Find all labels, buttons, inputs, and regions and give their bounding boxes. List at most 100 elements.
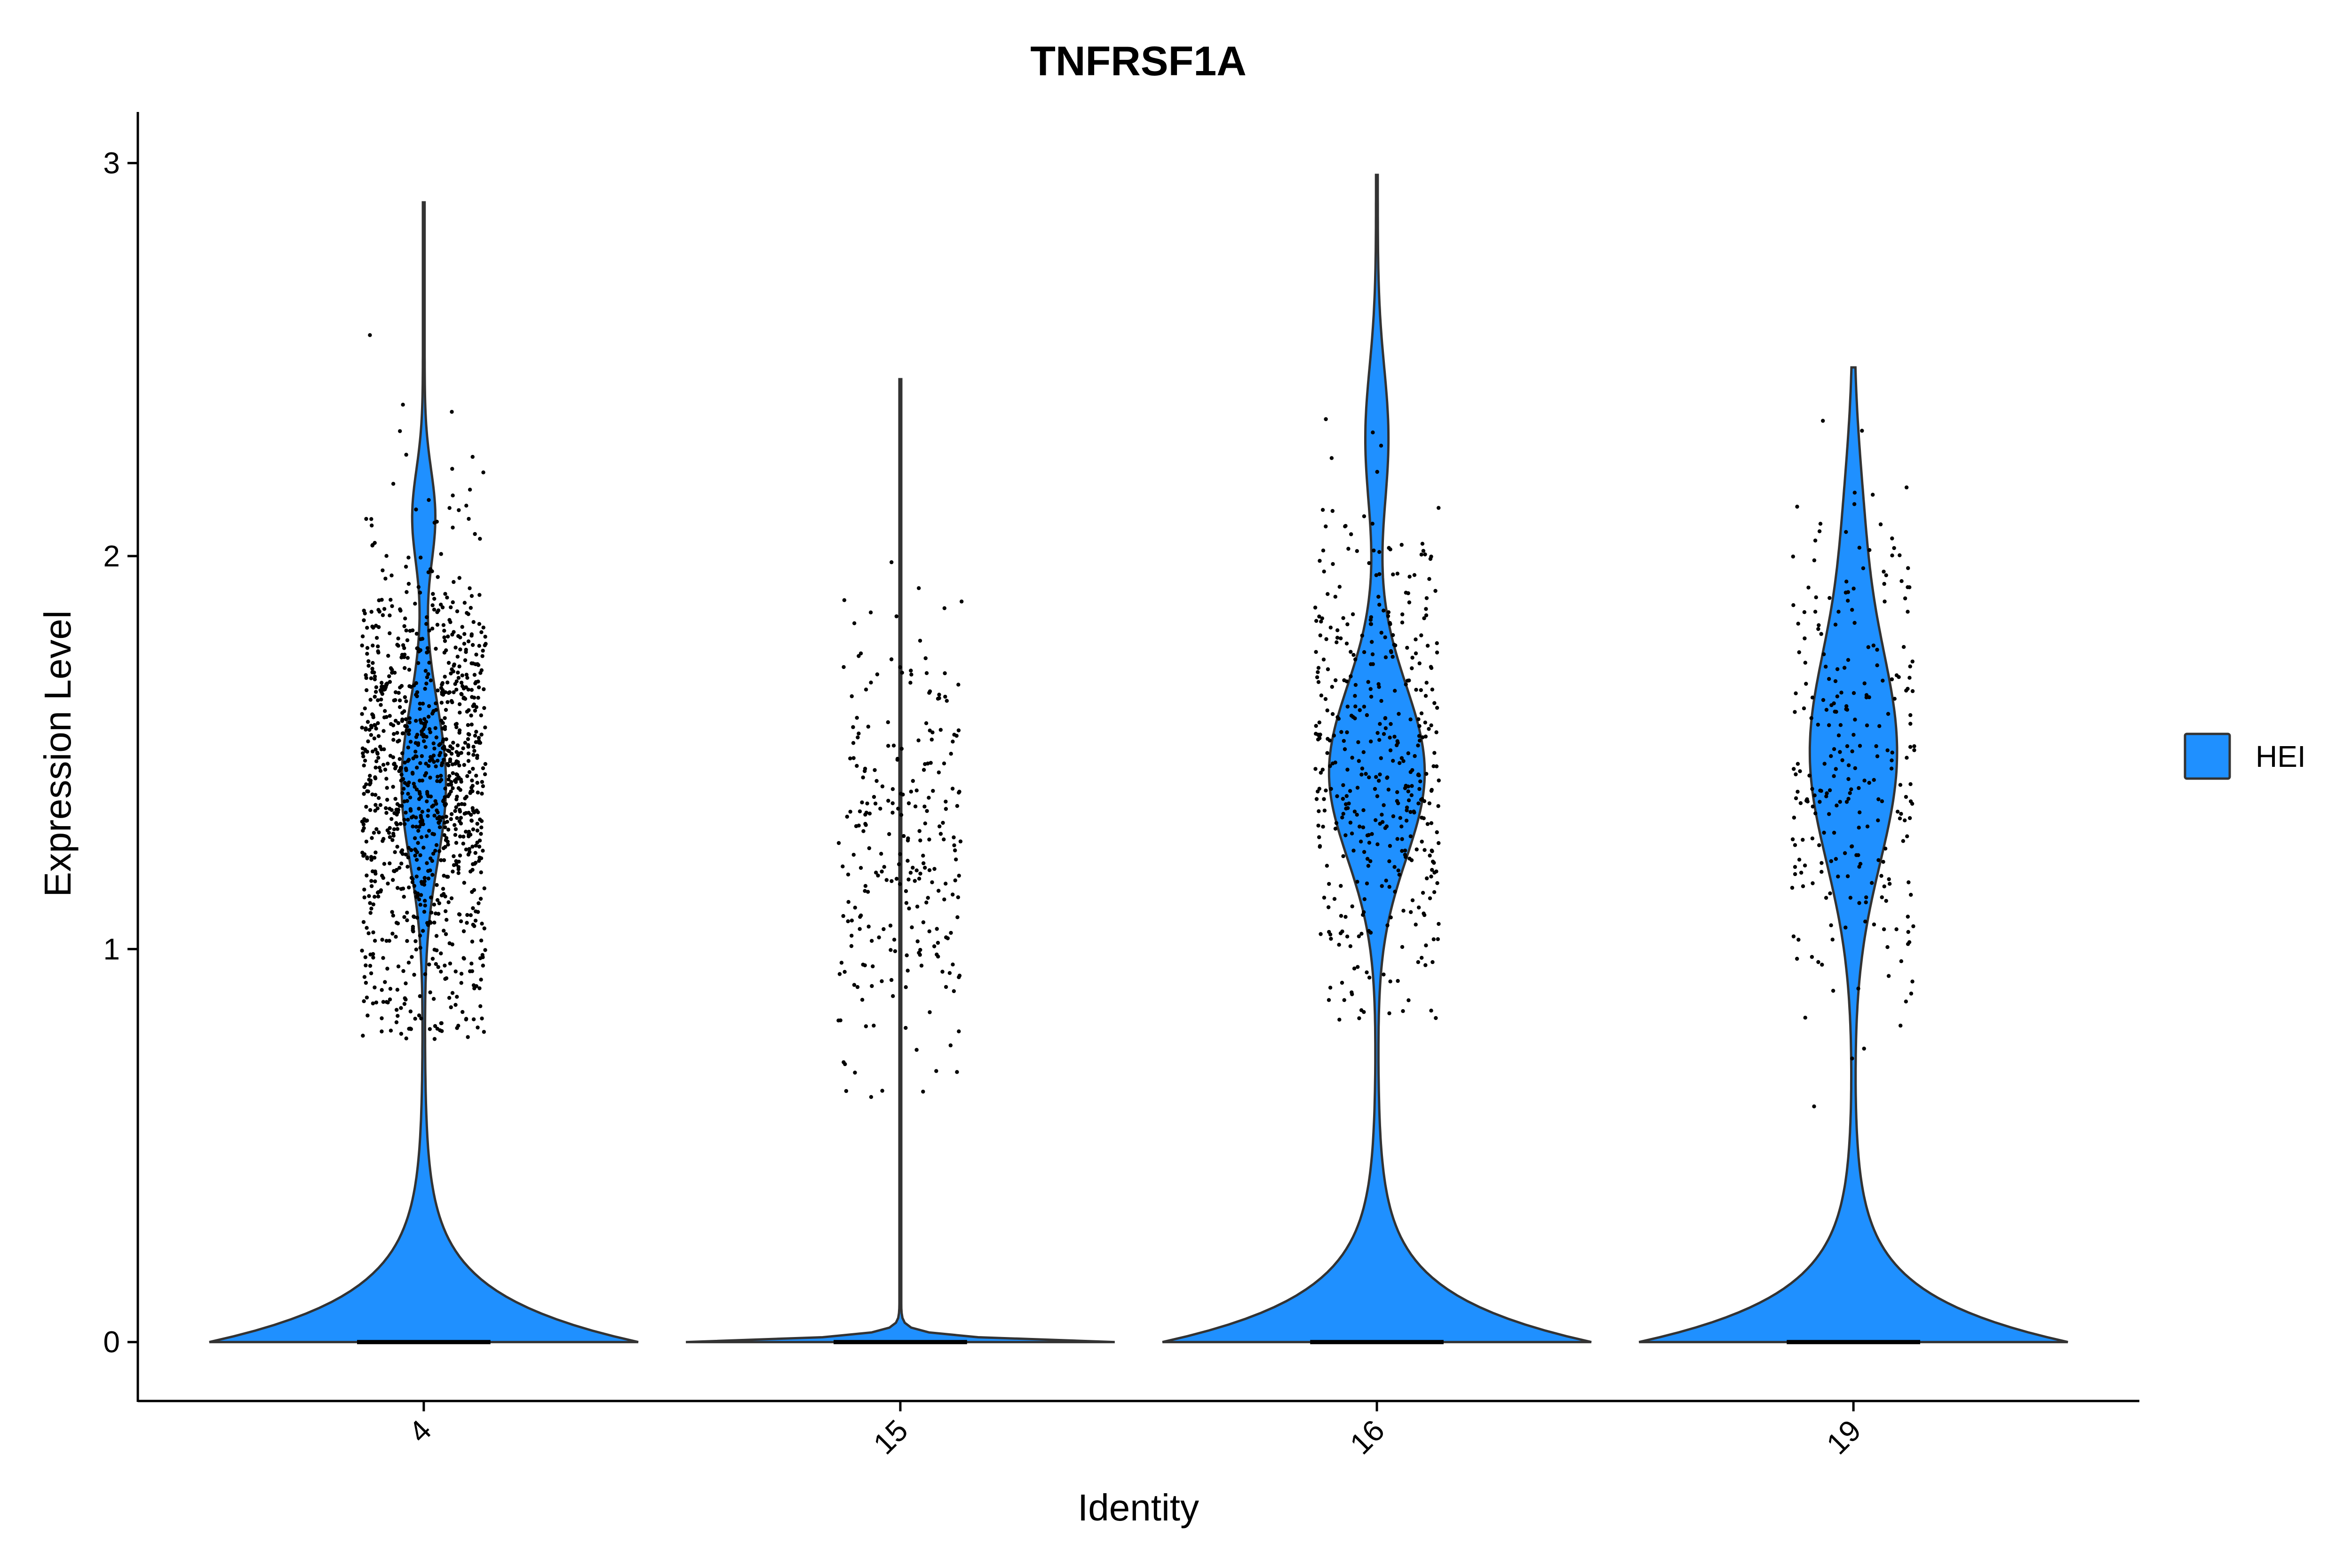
point-15 [858,866,863,870]
point-4 [375,751,380,756]
point-19 [1853,717,1857,722]
point-15 [921,853,925,858]
point-16 [1341,783,1345,788]
point-4 [392,698,396,703]
point-4 [459,919,463,923]
point-19 [1844,800,1849,804]
point-16 [1416,772,1421,777]
point-16 [1371,662,1375,666]
point-4 [484,642,488,646]
point-16 [1406,789,1410,794]
point-15 [955,1070,959,1074]
point-4 [404,811,408,815]
point-15 [882,865,886,869]
point-16 [1406,751,1410,756]
point-16 [1324,637,1328,641]
point-15 [851,852,856,857]
point-16 [1410,898,1415,902]
point-16 [1395,790,1399,795]
point-4 [466,745,470,749]
point-15 [857,654,861,658]
point-16 [1429,1009,1433,1013]
point-4 [362,975,367,979]
point-16 [1417,739,1422,743]
point-4 [473,733,477,738]
point-4 [434,843,439,847]
point-19 [1866,645,1870,649]
point-16 [1378,772,1382,777]
point-4 [425,799,429,804]
point-19 [1906,930,1910,934]
point-15 [873,768,877,772]
point-16 [1348,789,1352,793]
point-4 [466,852,470,857]
point-4 [360,643,364,648]
point-16 [1395,837,1399,841]
point-4 [459,971,464,976]
point-4 [476,790,480,795]
point-15 [936,940,940,945]
point-4 [412,915,416,919]
point-4 [443,845,447,849]
point-4 [369,907,373,911]
point-15 [858,651,863,656]
point-16 [1428,853,1432,858]
point-19 [1796,789,1800,794]
point-4 [399,861,404,866]
point-19 [1890,750,1894,755]
point-4 [444,737,448,741]
x-tick-label-15: 15 [867,1413,914,1461]
point-4 [373,723,377,727]
point-16 [1391,633,1395,637]
point-4 [432,760,436,764]
point-15 [859,913,863,918]
point-16 [1391,814,1396,819]
point-4 [365,652,369,656]
point-16 [1349,650,1353,654]
point-19 [1871,493,1875,497]
point-16 [1360,766,1365,771]
point-15 [919,963,924,968]
point-4 [369,884,374,888]
point-4 [471,983,476,987]
point-4 [439,718,444,723]
point-16 [1419,797,1423,802]
point-16 [1353,657,1358,661]
point-4 [397,705,402,709]
point-16 [1424,613,1429,618]
point-19 [1898,553,1902,557]
point-4 [483,772,487,777]
point-4 [466,737,470,741]
point-16 [1400,621,1405,625]
point-19 [1886,712,1891,716]
point-4 [480,1016,484,1021]
point-16 [1365,713,1369,717]
point-16 [1405,808,1409,812]
point-19 [1835,804,1839,808]
point-16 [1429,875,1433,879]
point-4 [444,708,448,712]
point-4 [473,851,477,855]
point-19 [1890,553,1894,557]
point-4 [441,737,445,741]
point-4 [362,999,366,1003]
point-4 [388,631,392,636]
point-15 [848,756,852,761]
point-16 [1435,706,1439,710]
point-16 [1317,614,1321,619]
point-19 [1907,676,1912,680]
point-4 [433,726,437,730]
point-4 [366,720,370,724]
point-16 [1327,738,1332,743]
point-4 [461,842,465,846]
point-4 [448,744,453,748]
point-4 [369,733,373,737]
point-4 [373,985,377,990]
point-16 [1380,884,1384,888]
point-4 [468,791,472,795]
point-4 [418,701,422,706]
point-4 [365,873,369,878]
point-4 [415,915,420,920]
point-4 [364,517,368,521]
point-19 [1882,569,1886,574]
